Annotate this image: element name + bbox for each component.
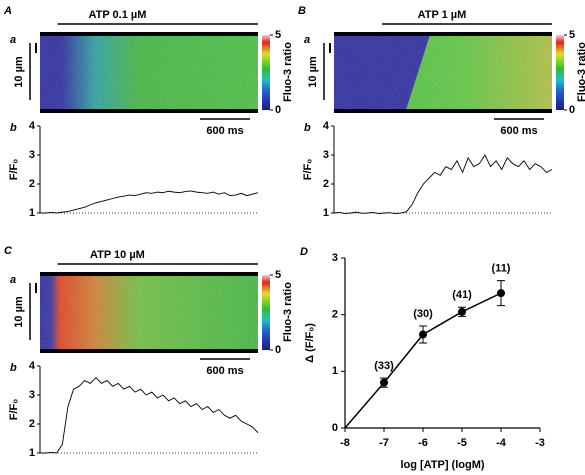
y-tick-label: 1 [29, 447, 35, 459]
colorbar-tick-label: 5 [275, 269, 281, 281]
n-label: (11) [492, 263, 511, 275]
sublabel: a [10, 274, 16, 286]
panel-letter: A [3, 5, 12, 17]
y-axis-label: Δ (F/F₀) [304, 323, 316, 363]
x-tick-label: -8 [340, 437, 350, 449]
colorbar-tick-label: 0 [275, 344, 281, 356]
y-tick-label: 4 [323, 120, 330, 132]
x-tick-label: -6 [418, 437, 428, 449]
scale-bar-y-label: 10 µm [13, 56, 25, 88]
colorbar-tick-label: 0 [275, 104, 281, 116]
stimulus-label: ATP 10 µM [90, 249, 145, 261]
y-axis-label: F/F₀ [8, 159, 20, 180]
y-tick-label: 1 [323, 207, 329, 219]
y-axis-label: F/F₀ [8, 399, 20, 420]
sublabel: b [304, 122, 311, 134]
image-border-top [40, 32, 258, 36]
trace [333, 154, 553, 215]
y-axis-label: F/F₀ [302, 159, 314, 180]
trace [40, 190, 259, 214]
stimulus-label: ATP 0.1 µM [88, 9, 146, 21]
image-border-top [334, 32, 552, 36]
y-tick-label: 2 [29, 418, 35, 430]
x-tick-label: -5 [457, 437, 467, 449]
y-tick-label: 1 [29, 207, 35, 219]
image-grain [334, 35, 552, 110]
y-tick-label: 3 [332, 252, 338, 264]
stimulus-label: ATP 1 µM [418, 9, 467, 21]
image-border-bottom [334, 109, 552, 113]
y-tick-label: 0 [332, 422, 338, 434]
colorbar-tick-label: 0 [569, 104, 575, 116]
colorbar-tick-label: 5 [569, 29, 575, 41]
colorbar [262, 35, 270, 110]
y-tick-label: 3 [323, 149, 329, 161]
sublabel: b [10, 362, 17, 374]
x-tick-label: -4 [496, 437, 507, 449]
scale-bar-y-label: 10 µm [307, 56, 319, 88]
x-tick-label: -3 [535, 437, 545, 449]
y-tick-label: 2 [29, 178, 35, 190]
point [497, 289, 505, 298]
y-tick-label: 3 [29, 389, 35, 401]
sublabel: b [10, 122, 17, 134]
image-border-bottom [40, 349, 258, 353]
colorbar-tick-label: 5 [275, 29, 281, 41]
y-tick-label: 4 [29, 360, 36, 372]
scale-bar-x-label: 600 ms [500, 125, 537, 137]
sublabel: a [304, 34, 310, 46]
image-grain [40, 275, 258, 350]
n-label: (41) [452, 289, 472, 301]
scale-bar-x-label: 600 ms [206, 125, 243, 137]
point [419, 330, 427, 339]
point [458, 307, 466, 316]
scale-bar-x-label: 600 ms [206, 365, 243, 377]
y-tick-label: 1 [332, 365, 338, 377]
x-axis-label: log [ATP] (logM) [400, 459, 484, 471]
n-label: (33) [374, 360, 394, 372]
y-tick-label: 2 [323, 178, 329, 190]
colorbar-label: Fluo-3 ratio [282, 282, 294, 342]
trace [40, 376, 259, 454]
y-tick-label: 4 [29, 120, 36, 132]
panel-letter: C [4, 245, 13, 257]
y-tick-label: 3 [29, 149, 35, 161]
colorbar [262, 275, 270, 350]
panel-letter: B [298, 5, 306, 17]
y-tick-label: 2 [332, 309, 338, 321]
colorbar [556, 35, 564, 110]
colorbar-label: Fluo-3 ratio [282, 42, 294, 102]
sublabel: a [10, 34, 16, 46]
image-border-bottom [40, 109, 258, 113]
image-border-top [40, 272, 258, 276]
x-tick-label: -7 [379, 437, 389, 449]
scale-bar-y-label: 10 µm [13, 296, 25, 328]
colorbar-label: Fluo-3 ratio [576, 42, 585, 102]
panel-letter: D [300, 246, 308, 258]
n-label: (30) [413, 308, 433, 320]
image-grain [40, 35, 258, 110]
point [380, 378, 388, 387]
